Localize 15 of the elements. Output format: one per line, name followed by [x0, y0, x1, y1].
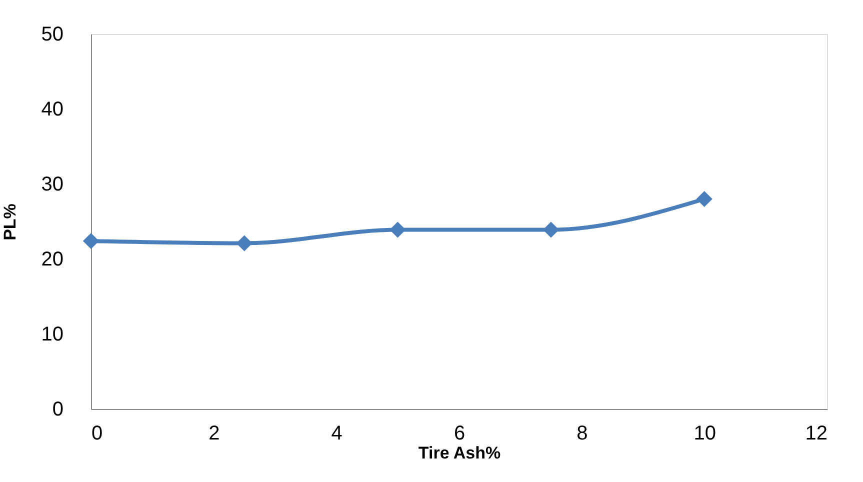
y-axis-title: PL% — [0, 204, 20, 240]
y-tick-label: 40 — [41, 98, 64, 120]
x-tick-label: 10 — [694, 422, 716, 444]
x-tick-label: 8 — [576, 422, 588, 444]
x-tick-label: 6 — [454, 422, 466, 444]
y-tick-label: 30 — [41, 174, 64, 196]
y-tick-label: 0 — [52, 398, 64, 420]
x-tick-label: 0 — [92, 422, 103, 444]
x-tick-label: 12 — [805, 422, 828, 444]
x-tick-label: 4 — [331, 422, 342, 444]
x-tick-label: 2 — [208, 422, 220, 444]
y-tick-label: 50 — [41, 24, 64, 46]
y-tick-label: 10 — [41, 324, 64, 346]
x-axis-title: Tire Ash% — [418, 444, 501, 462]
y-tick-label: 20 — [41, 248, 64, 270]
